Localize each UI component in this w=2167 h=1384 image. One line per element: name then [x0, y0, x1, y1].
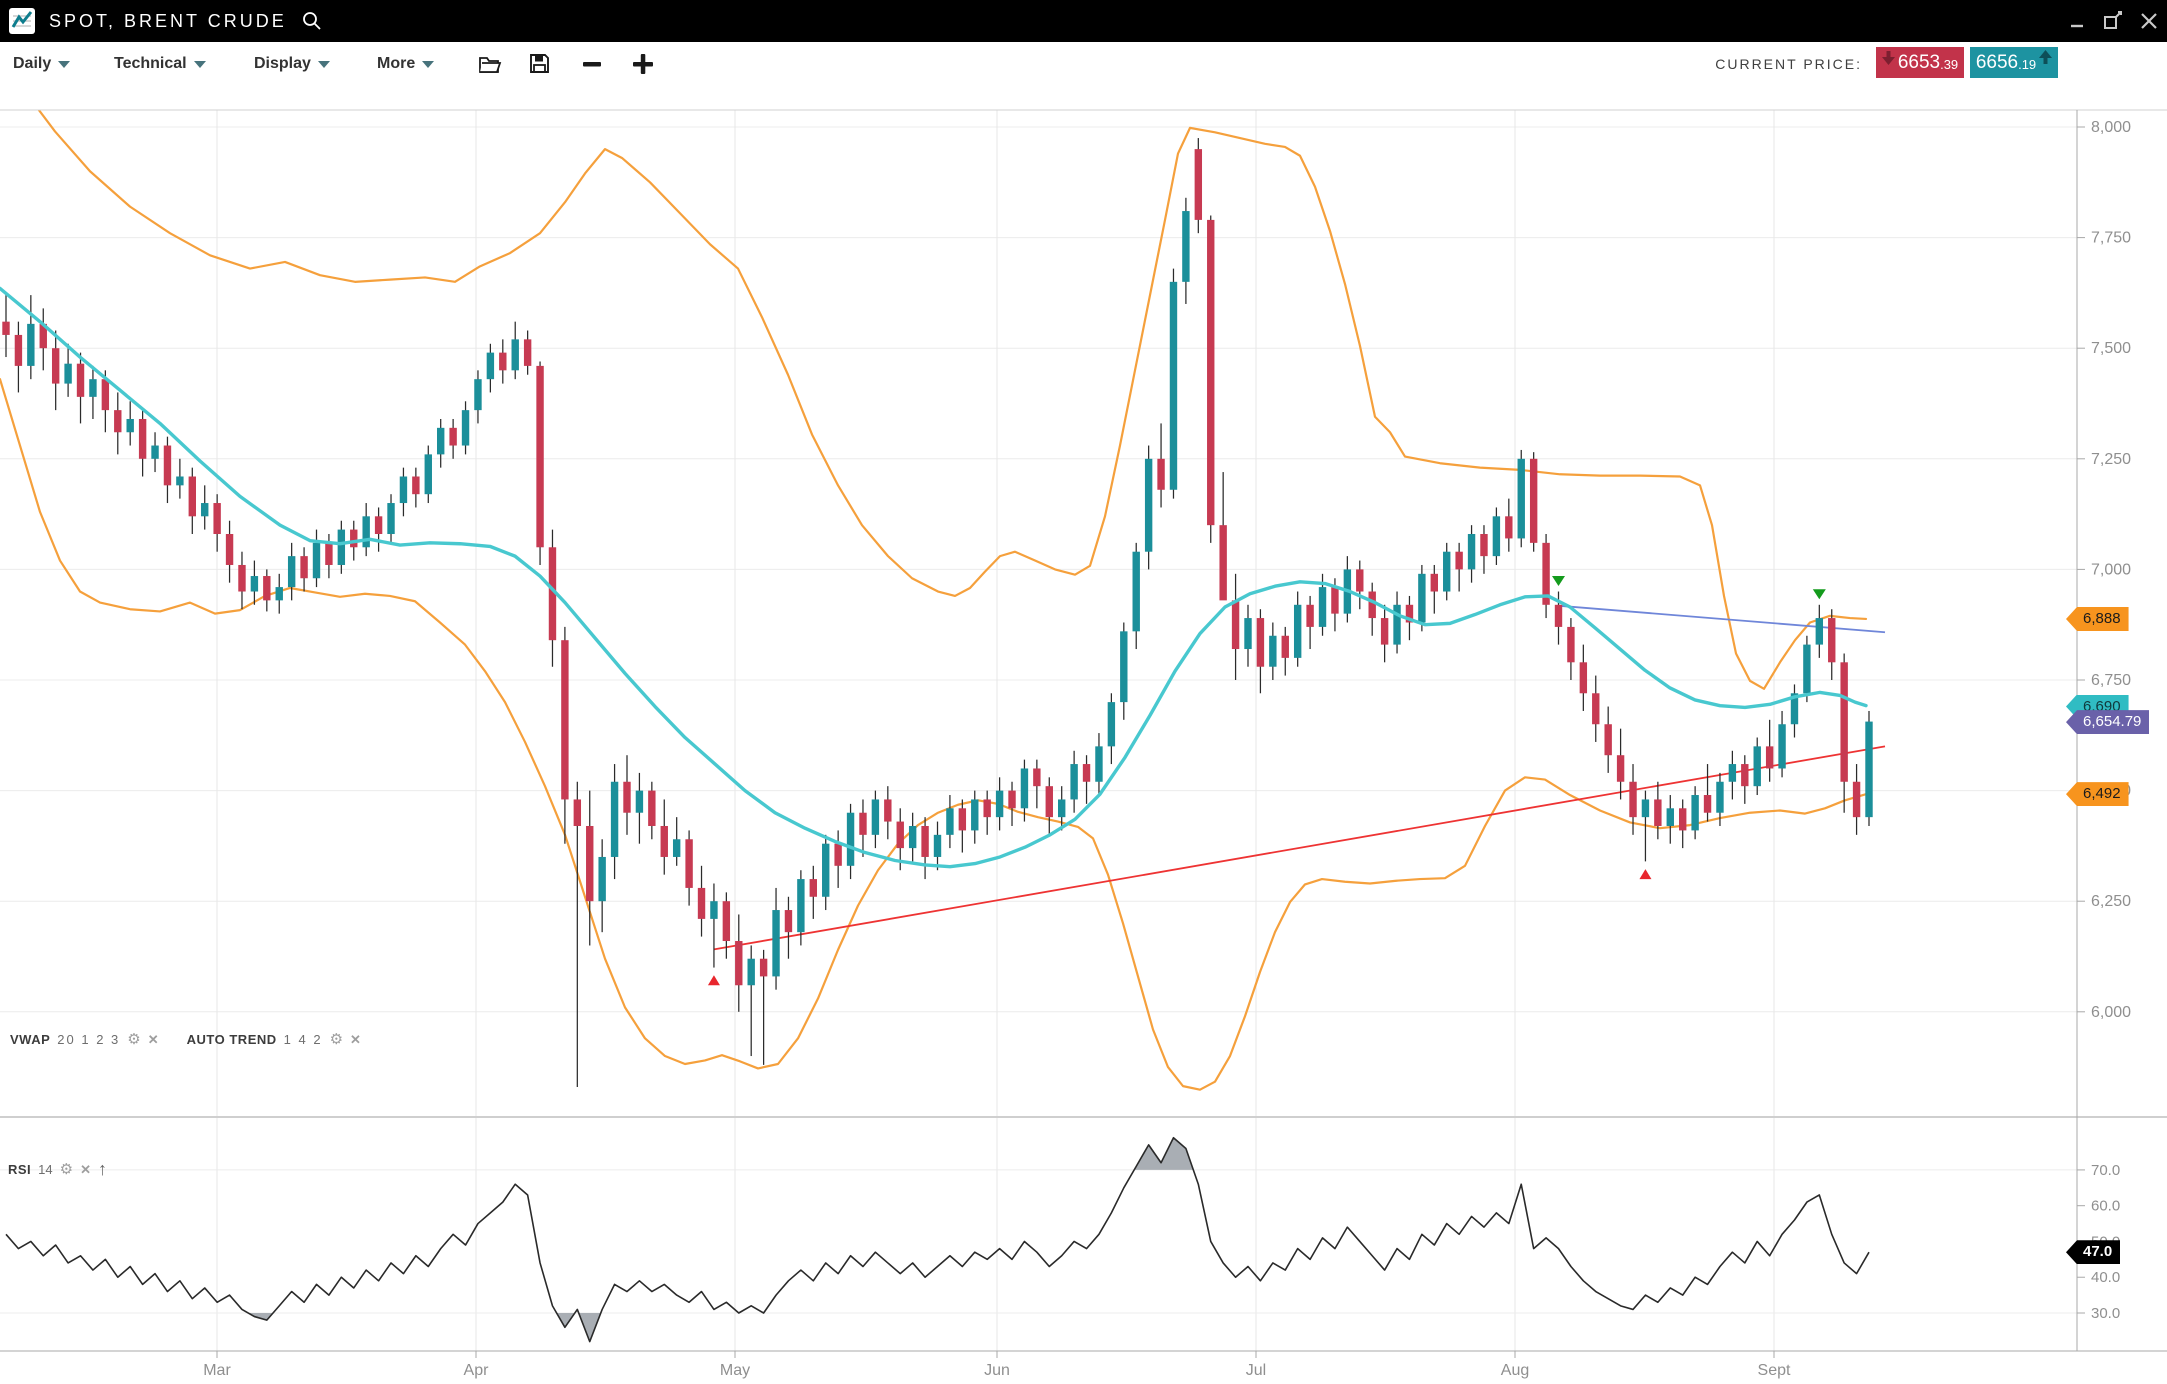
- lower-band-price-badge: 6,492: [2066, 782, 2129, 807]
- svg-text:30.0: 30.0: [2091, 1305, 2120, 1322]
- svg-text:7,250: 7,250: [2091, 451, 2131, 468]
- ask-dec: .19: [2018, 57, 2037, 72]
- arrow-down-icon: [1881, 51, 1895, 65]
- title-bar: SPOT, BRENT CRUDE: [0, 0, 2167, 42]
- app-logo-icon: [9, 8, 35, 34]
- svg-text:May: May: [720, 1362, 750, 1379]
- svg-text:Apr: Apr: [464, 1362, 490, 1379]
- gear-icon[interactable]: ⚙: [127, 1031, 141, 1048]
- svg-text:6,750: 6,750: [2091, 672, 2131, 689]
- svg-text:7,500: 7,500: [2091, 340, 2131, 357]
- chevron-down-icon: [317, 61, 330, 68]
- svg-text:Sept: Sept: [1758, 1362, 1791, 1379]
- svg-text:6,250: 6,250: [2091, 893, 2131, 910]
- last-price-badge: 6,654.79: [2066, 710, 2150, 735]
- expand-arrow-icon[interactable]: ↑: [98, 1159, 107, 1179]
- svg-text:60.0: 60.0: [2091, 1198, 2120, 1215]
- vwap-legend-params: 20 1 2 3: [57, 1032, 121, 1047]
- ask-int: 6656: [1975, 51, 2019, 73]
- toolbar: Daily Technical Display More: [0, 42, 2167, 85]
- rsi-value-badge: 47.0: [2066, 1240, 2121, 1265]
- svg-text:7,750: 7,750: [2091, 230, 2131, 247]
- popout-window-icon[interactable]: [2103, 11, 2123, 31]
- arrow-up-icon: [2039, 50, 2053, 64]
- svg-text:40.0: 40.0: [2091, 1269, 2120, 1286]
- menu-technical-label: Technical: [114, 54, 187, 72]
- upper-band-price-badge: 6,888: [2066, 606, 2129, 631]
- autotrend-legend-params: 1 4 2: [283, 1032, 323, 1047]
- menu-more[interactable]: More: [377, 42, 435, 85]
- zoom-out-button[interactable]: [582, 42, 602, 85]
- svg-text:6,000: 6,000: [2091, 1004, 2131, 1021]
- menu-more-label: More: [377, 54, 416, 72]
- svg-text:70.0: 70.0: [2091, 1162, 2120, 1179]
- gear-icon[interactable]: ⚙: [59, 1160, 74, 1178]
- vwap-legend-label: VWAP: [10, 1032, 51, 1047]
- bid-dec: .39: [1940, 57, 1959, 72]
- svg-text:Jun: Jun: [984, 1362, 1010, 1379]
- menu-timeframe[interactable]: Daily: [13, 42, 71, 85]
- folder-open-icon[interactable]: [478, 42, 502, 85]
- save-icon[interactable]: [529, 42, 550, 85]
- close-icon[interactable]: ✕: [147, 1032, 159, 1047]
- search-icon[interactable]: [301, 10, 323, 32]
- instrument-title: SPOT, BRENT CRUDE: [49, 10, 287, 31]
- close-icon[interactable]: ✕: [350, 1032, 361, 1047]
- chevron-down-icon: [193, 61, 206, 68]
- rsi-legend: RSI 14 ⚙ ✕ ↑: [8, 1160, 107, 1178]
- gear-icon[interactable]: ⚙: [329, 1031, 344, 1048]
- rsi-legend-label: RSI: [8, 1161, 32, 1177]
- svg-text:7,000: 7,000: [2091, 561, 2131, 578]
- zoom-in-button[interactable]: [631, 42, 655, 85]
- svg-text:Mar: Mar: [203, 1362, 231, 1379]
- autotrend-legend-label: AUTO TREND: [186, 1032, 277, 1047]
- svg-text:Aug: Aug: [1501, 1362, 1529, 1379]
- menu-display-label: Display: [254, 54, 311, 72]
- svg-text:Jul: Jul: [1246, 1362, 1266, 1379]
- close-icon[interactable]: [2139, 11, 2159, 31]
- ask-price-badge: 6656 .19: [1970, 47, 2058, 78]
- menu-timeframe-label: Daily: [13, 54, 52, 72]
- window-controls: [2067, 0, 2159, 42]
- minimize-icon[interactable]: [2067, 11, 2087, 31]
- close-icon[interactable]: ✕: [80, 1161, 91, 1177]
- rsi-legend-params: 14: [38, 1161, 53, 1177]
- chevron-down-icon: [58, 61, 71, 68]
- menu-technical[interactable]: Technical: [114, 42, 206, 85]
- menu-display[interactable]: Display: [254, 42, 330, 85]
- chevron-down-icon: [422, 61, 435, 68]
- indicator-legend: VWAP 20 1 2 3 ⚙ ✕ AUTO TREND 1 4 2 ⚙ ✕: [10, 1032, 361, 1047]
- current-price-label: CURRENT PRICE:: [1715, 55, 1862, 72]
- svg-text:8,000: 8,000: [2091, 119, 2131, 136]
- bid-price-badge: 6653 .39: [1876, 47, 1964, 78]
- bid-int: 6653: [1897, 51, 1941, 73]
